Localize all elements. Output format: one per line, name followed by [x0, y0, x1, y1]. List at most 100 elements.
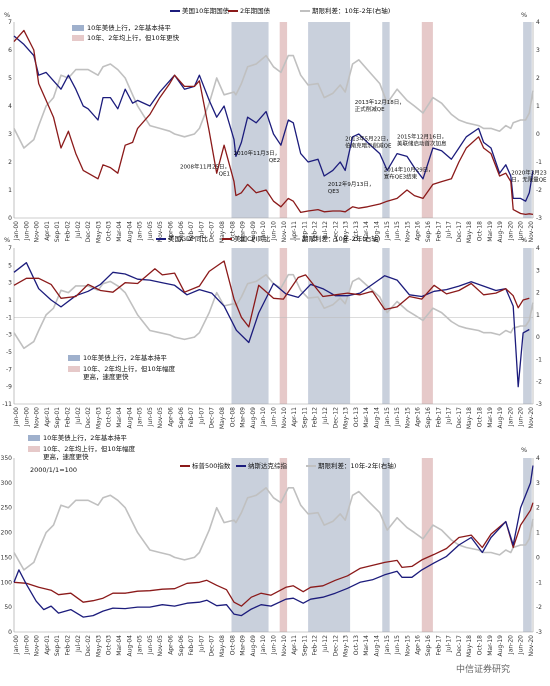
x-tick-label: Feb-17 [435, 407, 442, 428]
y-left-unit: % [4, 236, 10, 244]
x-tick-label: Dec-02 [85, 407, 92, 429]
x-tick-label: Apr-11 [291, 407, 298, 427]
x-tick-label: Jul-17 [446, 635, 453, 653]
x-tick-label: Nov-15 [404, 635, 411, 657]
y-left-tick-label: 50 [4, 604, 12, 611]
x-tick-label: Feb-02 [65, 635, 72, 656]
y-right-tick-label: 3 [536, 480, 540, 487]
x-tick-label: May-03 [95, 221, 102, 243]
x-tick-label: Jan-00 [13, 635, 20, 655]
x-tick-label: Mar-19 [487, 407, 494, 428]
x-tick-label: Sep-11 [301, 635, 308, 656]
x-tick-label: Aug-09 [250, 407, 257, 429]
x-tick-label: Jan-15 [384, 635, 391, 655]
y-left-tick-label: 100 [1, 579, 13, 586]
x-tick-label: Sep-01 [54, 221, 61, 242]
shade-pink [421, 248, 433, 404]
x-tick-label: May-08 [219, 221, 226, 243]
x-tick-label: Sep-06 [178, 635, 185, 656]
x-tick-label: Mar-04 [116, 221, 123, 242]
shade-pink [279, 22, 288, 218]
x-tick-label: Jun-05 [147, 635, 154, 655]
x-tick-label: Aug-19 [497, 221, 504, 243]
x-tick-label: Jul-02 [75, 221, 82, 239]
legend-label: 期限利差：10年-2年(右轴) [312, 6, 390, 15]
y-left-tick-label: 7 [8, 19, 12, 26]
x-tick-label: Dec-02 [85, 635, 92, 657]
shade-legend-label: 10年美债上行，2年基本持平 [43, 433, 127, 442]
x-tick-label: Aug-04 [126, 221, 133, 243]
x-tick-label: Aug-19 [497, 407, 504, 429]
annotation: 伯南克暗示削减QE [345, 141, 392, 149]
x-tick-label: Mar-09 [240, 635, 247, 656]
shade-blue [308, 22, 351, 218]
shade-legend-blue [68, 355, 80, 361]
x-tick-label: Jul-07 [198, 221, 205, 239]
y-right-unit: % [521, 11, 527, 19]
shade-legend-pink [72, 35, 84, 41]
watermark: 中信证券研究 [456, 665, 511, 675]
x-tick-label: May-08 [219, 407, 226, 429]
x-tick-label: Apr-11 [291, 635, 298, 655]
x-tick-label: Nov-00 [34, 635, 41, 657]
x-tick-label: Jun-15 [394, 407, 401, 427]
series-line-2 [13, 260, 530, 328]
shade-legend-label: 更高，速度更快 [43, 452, 89, 461]
x-tick-label: May-03 [95, 635, 102, 657]
annotation: 2013年5月22日， [345, 134, 392, 142]
legend-label: 纳斯达克综指 [248, 461, 288, 470]
x-tick-label: Oct-03 [106, 407, 113, 427]
x-tick-label: May-08 [219, 635, 226, 657]
x-tick-label: Apr-06 [168, 407, 175, 427]
x-tick-label: Nov-10 [281, 221, 288, 243]
x-tick-label: May-13 [343, 407, 350, 429]
shade-blue [231, 248, 269, 404]
index-base-note: 2000/1/1=100 [30, 466, 77, 474]
shade-legend-label: 更高，速度更快 [83, 372, 129, 381]
x-tick-label: Jan-20 [507, 221, 514, 241]
x-tick-label: Feb-17 [435, 635, 442, 656]
x-tick-label: Jul-12 [322, 221, 329, 239]
x-tick-label: Dec-02 [85, 221, 92, 243]
x-tick-label: Nov-15 [404, 221, 411, 243]
y-left-tick-label: 200 [1, 530, 13, 537]
y-left-tick-label: 150 [1, 554, 13, 561]
x-tick-label: Jul-07 [198, 635, 205, 653]
x-tick-label: Feb-07 [188, 635, 195, 656]
y-right-tick-label: 1 [536, 103, 540, 110]
x-tick-label: Apr-06 [168, 635, 175, 655]
y-right-tick-label: 4 [536, 455, 540, 462]
annotation: 2010年11月3日， [234, 149, 281, 157]
y-right-tick-label: 4 [536, 19, 540, 26]
x-tick-label: Jun-20 [518, 221, 525, 241]
x-tick-label: Aug-14 [374, 407, 381, 429]
series-line-2 [13, 29, 534, 216]
x-tick-label: Jun-10 [271, 635, 278, 655]
shade-blue [382, 248, 390, 404]
series-line-3 [13, 487, 534, 571]
series-line-2 [13, 465, 534, 618]
x-tick-label: Nov-10 [281, 635, 288, 657]
annotation: QE1 [219, 171, 230, 177]
x-tick-label: Aug-19 [497, 635, 504, 657]
y-right-tick-label: 0 [536, 334, 540, 341]
x-tick-label: Oct-08 [229, 635, 236, 655]
x-tick-label: Jun-20 [518, 635, 525, 655]
shade-legend-pink [68, 366, 80, 372]
shade-legend-blue [28, 435, 40, 441]
y-right-tick-label: 0 [536, 554, 540, 561]
shade-blue [523, 248, 532, 404]
y-left-tick-label: 300 [1, 480, 13, 487]
annotation: 宣布QE3结束 [384, 173, 418, 181]
x-tick-label: Apr-16 [415, 635, 422, 655]
x-tick-label: Jan-15 [384, 221, 391, 241]
x-tick-label: Aug-14 [374, 221, 381, 243]
x-tick-label: Jun-05 [147, 407, 154, 427]
x-tick-label: Nov-00 [34, 407, 41, 429]
x-tick-label: Mar-19 [487, 221, 494, 242]
y-left-tick-label: 4 [8, 103, 12, 110]
x-tick-label: Apr-01 [44, 407, 51, 427]
